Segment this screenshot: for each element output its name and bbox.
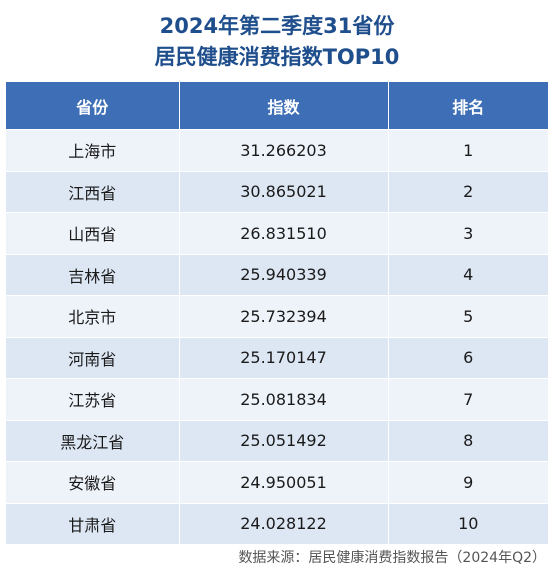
cell-index: 30.865021	[179, 170, 389, 213]
cell-rank: 10	[388, 502, 548, 544]
table-row: 江苏省 25.081834 7	[6, 378, 548, 420]
cell-province: 上海市	[6, 129, 180, 171]
header-province: 省份	[6, 82, 180, 130]
cell-rank: 8	[388, 419, 548, 462]
cell-province: 黑龙江省	[6, 419, 180, 462]
ranking-table: 省份 指数 排名 上海市 31.266203 1 江西省 30.865021 2…	[6, 82, 548, 544]
cell-rank: 3	[388, 212, 548, 254]
cell-province: 河南省	[6, 336, 180, 379]
cell-rank: 4	[388, 253, 548, 296]
table-row: 上海市 31.266203 1	[6, 129, 548, 171]
table-row: 北京市 25.732394 5	[6, 295, 548, 337]
cell-index: 25.170147	[179, 336, 389, 379]
table-row: 甘肃省 24.028122 10	[6, 502, 548, 544]
cell-index: 31.266203	[179, 129, 389, 171]
cell-rank: 9	[388, 461, 548, 503]
cell-rank: 1	[388, 129, 548, 171]
cell-index: 24.028122	[179, 502, 389, 544]
header-index: 指数	[179, 82, 389, 130]
cell-province: 江苏省	[6, 378, 180, 420]
table-row: 江西省 30.865021 2	[6, 170, 548, 213]
cell-province: 甘肃省	[6, 502, 180, 544]
header-rank: 排名	[388, 82, 548, 130]
table-header-row: 省份 指数 排名	[6, 82, 548, 130]
table-row: 安徽省 24.950051 9	[6, 461, 548, 503]
cell-rank: 5	[388, 295, 548, 337]
cell-index: 25.051492	[179, 419, 389, 462]
cell-province: 吉林省	[6, 253, 180, 296]
page-subtitle: 居民健康消费指数TOP10	[154, 45, 400, 69]
cell-index: 24.950051	[179, 461, 389, 503]
table-row: 吉林省 25.940339 4	[6, 253, 548, 296]
cell-index: 25.732394	[179, 295, 389, 337]
cell-index: 26.831510	[179, 212, 389, 254]
cell-rank: 7	[388, 378, 548, 420]
cell-province: 山西省	[6, 212, 180, 254]
cell-index: 25.081834	[179, 378, 389, 420]
cell-province: 安徽省	[6, 461, 180, 503]
data-source-note: 数据来源：居民健康消费指数报告（2024年Q2）	[238, 550, 546, 566]
cell-province: 北京市	[6, 295, 180, 337]
cell-rank: 2	[388, 170, 548, 213]
table-row: 河南省 25.170147 6	[6, 336, 548, 379]
table-row: 黑龙江省 25.051492 8	[6, 419, 548, 462]
table-row: 山西省 26.831510 3	[6, 212, 548, 254]
cell-index: 25.940339	[179, 253, 389, 296]
cell-rank: 6	[388, 336, 548, 379]
page-title: 2024年第二季度31省份	[159, 14, 395, 38]
cell-province: 江西省	[6, 170, 180, 213]
